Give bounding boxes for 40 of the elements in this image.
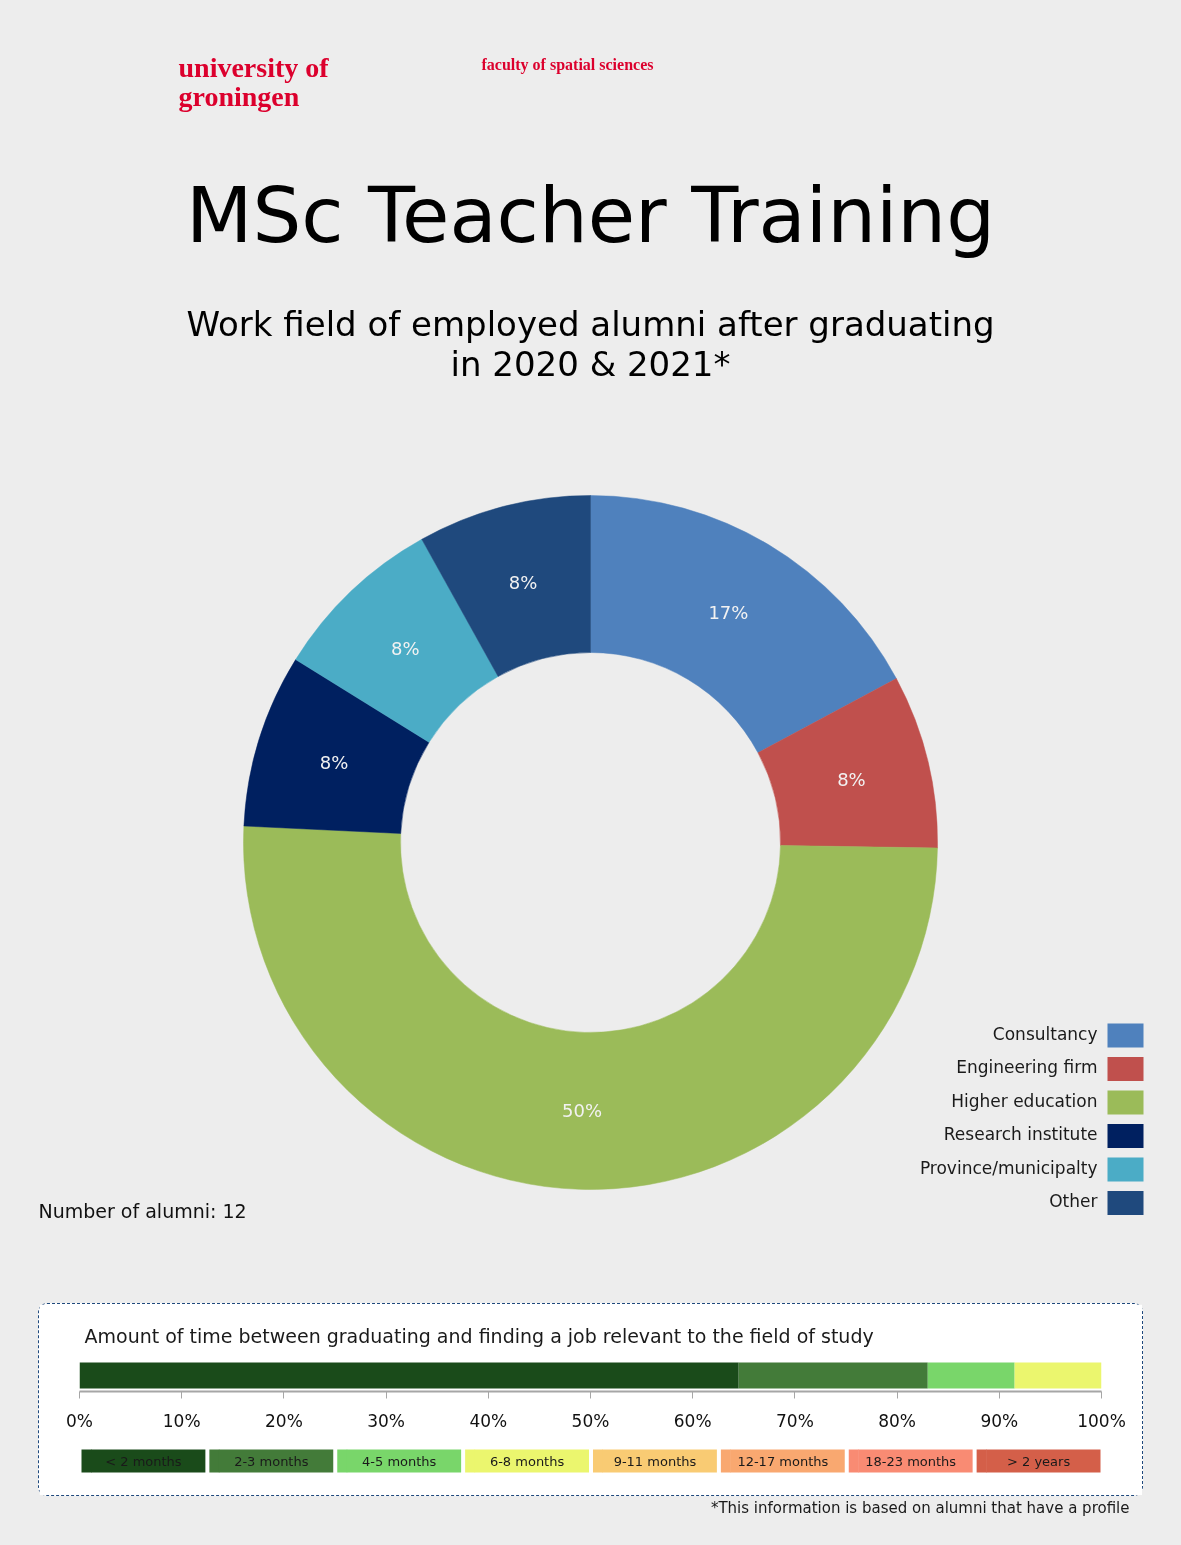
legend-label: 4-5 months	[362, 1454, 437, 1469]
x-tick-label: 30%	[367, 1410, 405, 1431]
legend-label: 2-3 months	[234, 1454, 309, 1469]
chart-title: MSc Teacher Training	[185, 171, 996, 260]
x-tick-label: 70%	[776, 1410, 814, 1431]
data-label: 8%	[319, 752, 349, 774]
text: university of groningen	[178, 52, 330, 112]
legend-label: > 2 years	[1006, 1454, 1071, 1469]
legend-label: 18-23 months	[865, 1454, 957, 1469]
x-tick-label: 10%	[162, 1410, 201, 1431]
legend-label: 9-11 months	[613, 1454, 697, 1469]
x-tick-label: 90%	[980, 1410, 1019, 1431]
legend-label: Other	[1049, 1191, 1098, 1211]
x-tick-label: 20%	[265, 1410, 303, 1431]
legend-label: Province/municipalty	[919, 1157, 1098, 1178]
data-label: 8%	[390, 637, 420, 659]
chart-subtitle: Work field of employed alumni after graduating in 2020 & 2021*	[186, 303, 995, 384]
x-tick-label: 40%	[469, 1410, 508, 1431]
x-tick-label: 60%	[673, 1410, 712, 1431]
legend-label: Consultancy	[992, 1023, 1098, 1044]
x-tick-label: 0%	[66, 1410, 93, 1431]
text: *This information is based on alumni that have a profile	[710, 1498, 1130, 1517]
text: faculty of spatial sciences	[481, 56, 654, 74]
legend-label: 6-8 months	[489, 1454, 565, 1469]
text: Number of alumni: 12	[38, 1199, 247, 1222]
legend-label: 12-17 months	[737, 1454, 829, 1469]
chart-title: Amount of time between graduating and finding a job relevant to the field of study	[84, 1324, 874, 1347]
data-label: 8%	[837, 768, 866, 790]
legend-label: Engineering firm	[956, 1057, 1098, 1077]
x-tick-label: 50%	[571, 1410, 610, 1431]
data-label: 50%	[561, 1100, 602, 1122]
legend-label: Research institute	[943, 1124, 1098, 1144]
bar	[1014, 1362, 1102, 1389]
data-label: 17%	[708, 601, 749, 623]
x-tick-label: 100%	[1077, 1410, 1126, 1431]
data-label: 8%	[508, 572, 538, 594]
x-tick-label: 80%	[878, 1410, 916, 1431]
bar	[738, 1362, 928, 1389]
legend-label: Higher education	[951, 1090, 1098, 1111]
bar	[927, 1362, 1015, 1389]
